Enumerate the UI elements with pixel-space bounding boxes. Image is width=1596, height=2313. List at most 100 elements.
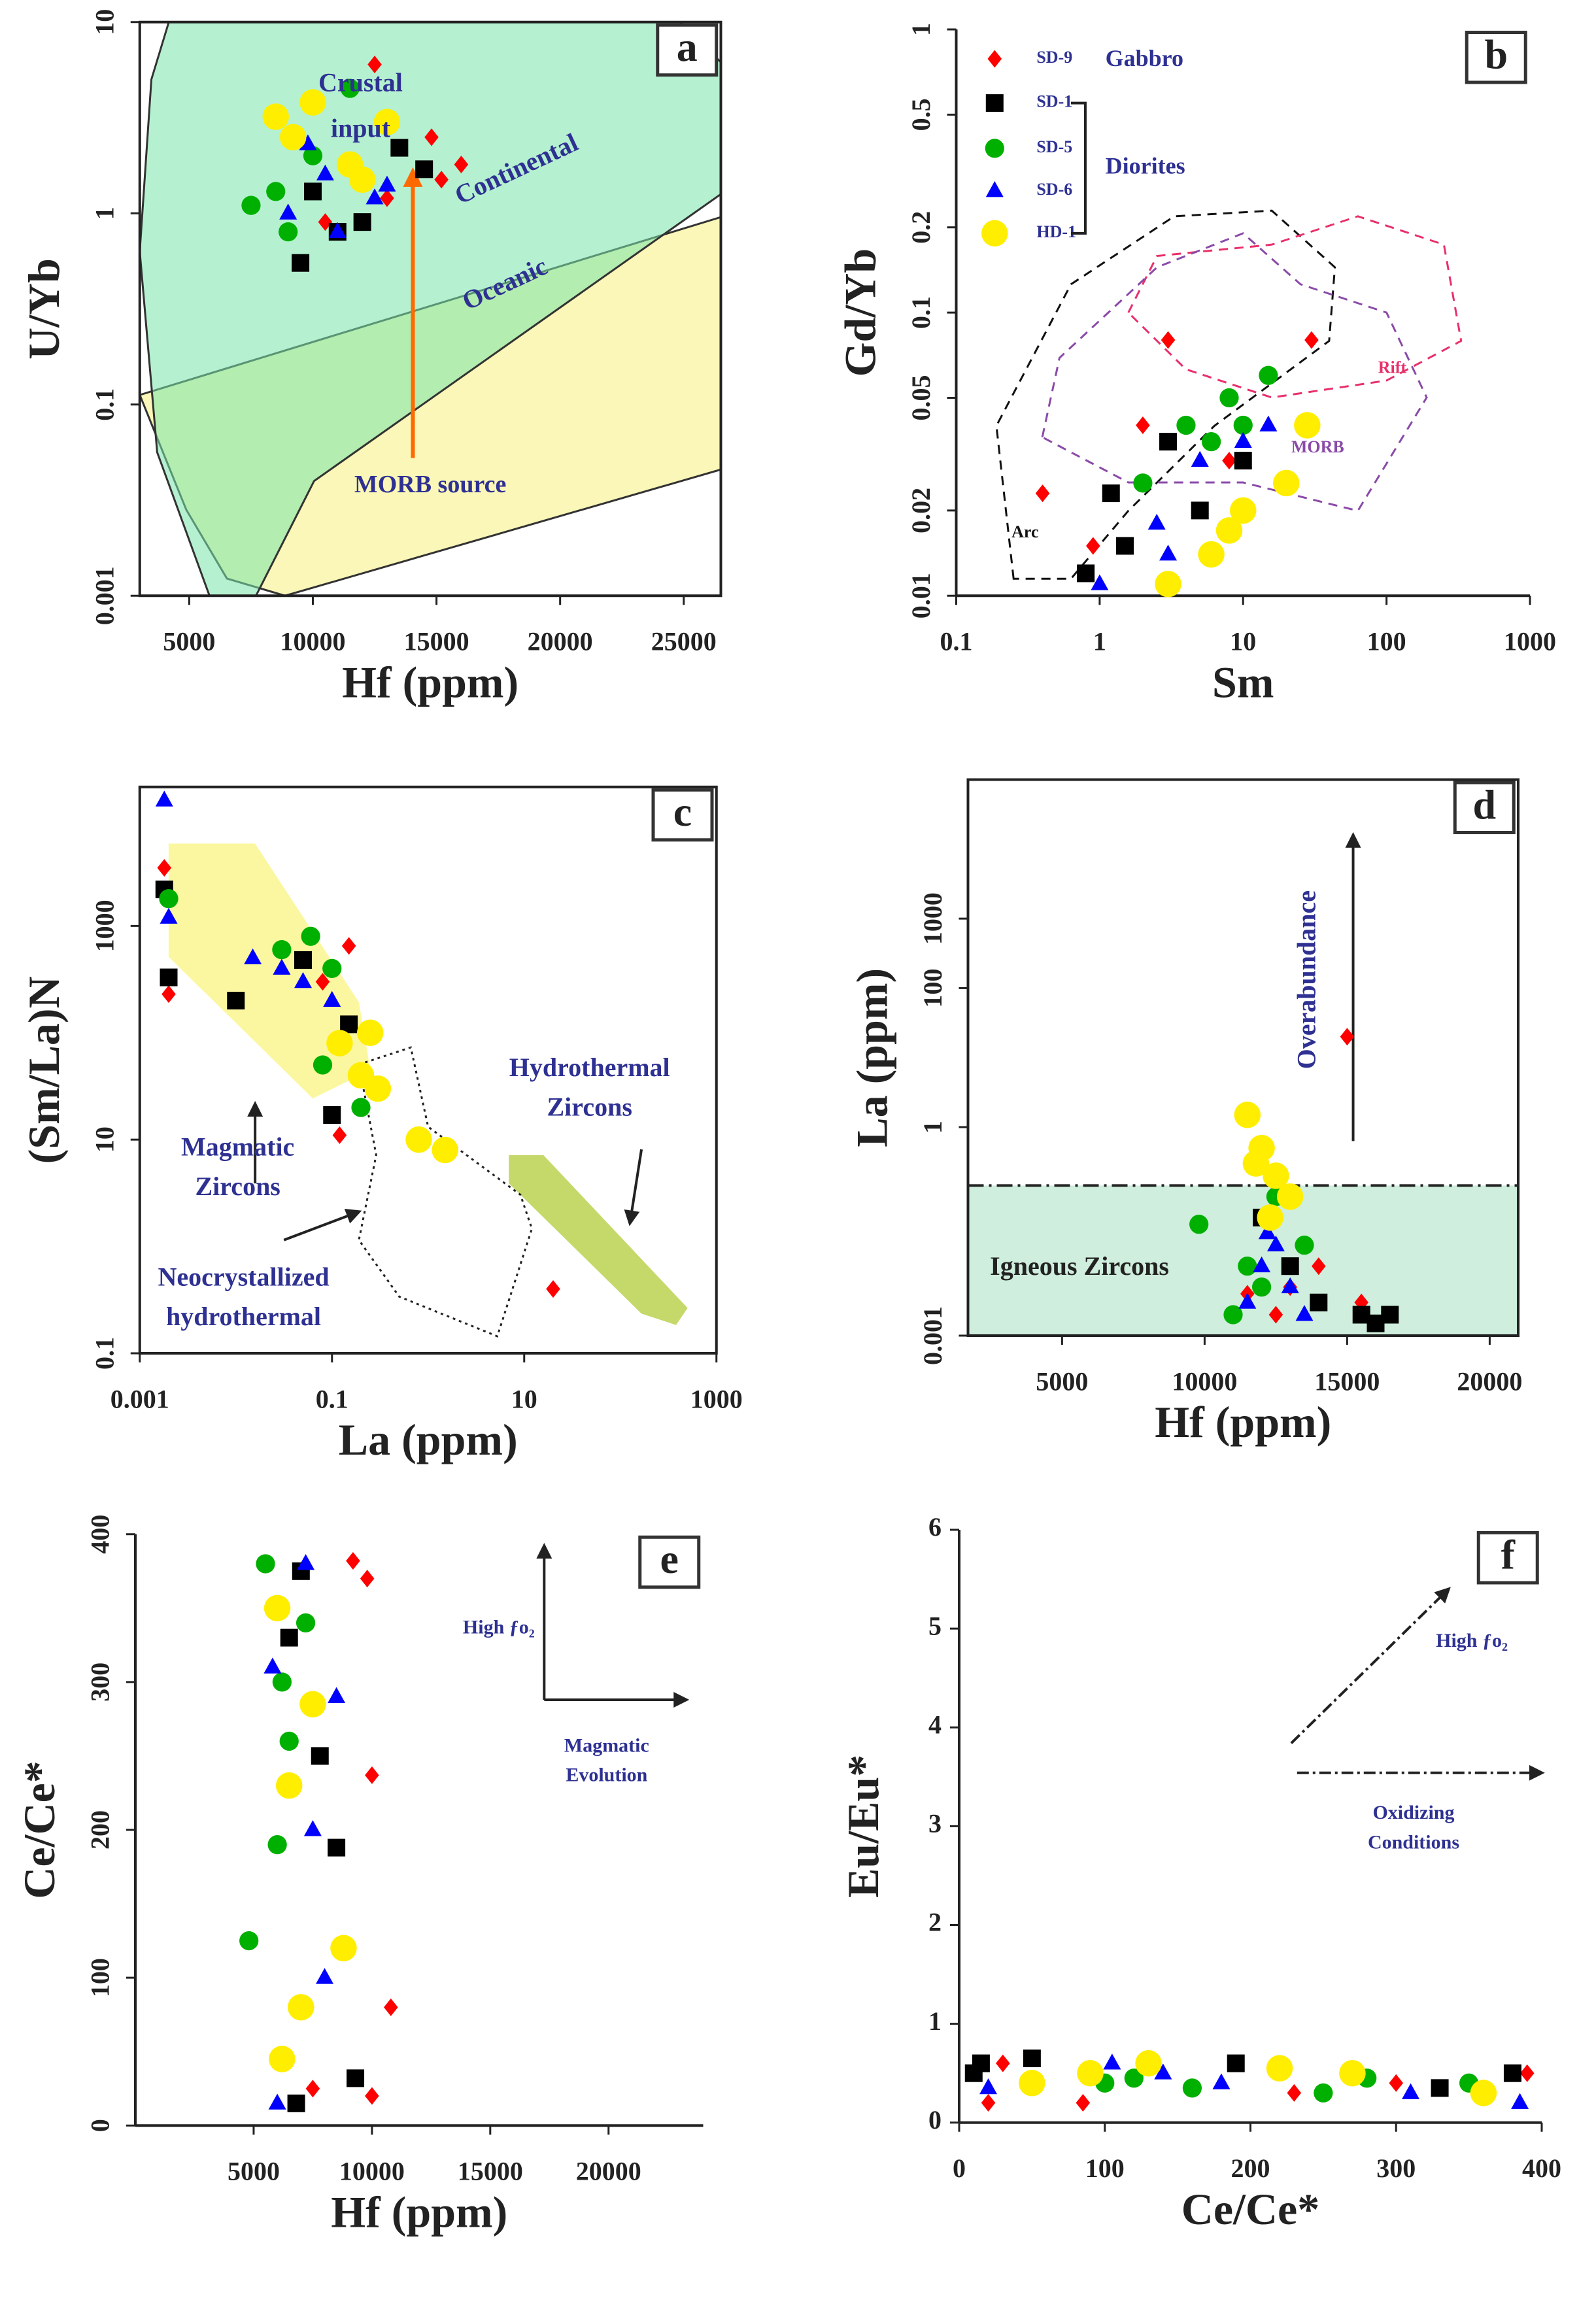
x-tick-label: 15000 — [404, 627, 469, 656]
marker-triangle — [297, 1554, 315, 1570]
marker-diamond — [434, 171, 449, 189]
marker-circle — [1230, 497, 1257, 524]
annotation: Rift — [1378, 358, 1407, 377]
marker-circle — [1189, 1215, 1209, 1234]
marker-diamond — [1287, 2084, 1302, 2102]
x-tick-label: 100 — [1367, 627, 1406, 656]
marker-circle — [1273, 469, 1300, 497]
marker-circle — [1133, 473, 1153, 493]
marker-triangle — [1511, 2093, 1529, 2109]
arrow — [283, 1208, 362, 1241]
marker-diamond — [161, 985, 176, 1004]
marker-circle — [1259, 365, 1278, 385]
x-tick-label: 5000 — [163, 627, 215, 656]
marker-circle — [272, 1672, 292, 1692]
marker-circle — [299, 89, 326, 116]
marker-circle — [1215, 517, 1243, 544]
x-tick-label: 10000 — [339, 2157, 405, 2186]
legend-marker — [985, 94, 1004, 112]
marker-circle — [405, 1126, 432, 1153]
annotation: hydrothermal — [166, 1302, 321, 1331]
plot-frame — [138, 785, 718, 1355]
region — [1127, 215, 1463, 399]
x-axis-title: Ce/Ce* — [1181, 2184, 1319, 2234]
panel-label: e — [660, 1536, 679, 1582]
marker-diamond — [315, 973, 330, 991]
marker-diamond — [1161, 331, 1176, 349]
region — [168, 843, 371, 1099]
y-tick-label: 0.1 — [90, 1337, 119, 1370]
marker-circle — [1238, 1257, 1257, 1276]
legend-marker — [981, 220, 1008, 247]
marker-circle — [1470, 2080, 1497, 2106]
annotation: Conditions — [1368, 1831, 1459, 1853]
x-tick-label: 25000 — [651, 627, 717, 656]
y-axis-title: Gd/Yb — [836, 248, 885, 377]
marker-circle — [1295, 1236, 1314, 1255]
x-axis-title: La (ppm) — [339, 1415, 518, 1464]
legend-label: SD-1 — [1036, 92, 1072, 111]
legend-label: SD-9 — [1036, 48, 1072, 67]
marker-circle — [1201, 431, 1221, 452]
panel-label-box — [1465, 31, 1527, 84]
annotation: Arc — [1011, 522, 1038, 541]
legend-marker — [985, 181, 1004, 197]
marker-diamond — [981, 2094, 996, 2112]
annotation: Evolution — [566, 1764, 647, 1785]
marker-circle — [299, 1691, 326, 1718]
marker-diamond — [367, 56, 382, 74]
marker-diamond — [424, 128, 439, 146]
marker-square — [1077, 564, 1095, 582]
marker-square — [1191, 501, 1209, 520]
marker-diamond — [546, 1280, 560, 1298]
marker-circle — [1257, 1204, 1283, 1231]
marker-circle — [1233, 415, 1253, 435]
marker-triangle — [1281, 1277, 1299, 1294]
marker-triangle — [378, 175, 396, 192]
y-tick-label: 1 — [918, 1121, 947, 1134]
y-tick-label: 0.1 — [906, 296, 936, 329]
marker-diamond — [332, 1126, 347, 1144]
annotation: High ƒo₂ — [463, 1616, 535, 1638]
x-tick-label: 0.1 — [316, 1384, 348, 1413]
x-tick-label: 10 — [511, 1384, 537, 1413]
y-tick-label: 3 — [928, 1809, 942, 1838]
marker-square — [328, 1838, 346, 1857]
marker-square — [353, 213, 371, 231]
y-tick-label: 100 — [918, 968, 947, 1007]
annotation: Magmatic — [181, 1132, 294, 1161]
marker-diamond — [157, 858, 172, 877]
marker-circle — [279, 1731, 299, 1751]
x-tick-label: 1 — [1093, 627, 1106, 656]
panel-label: d — [1472, 781, 1496, 828]
x-tick-label: 400 — [1522, 2153, 1561, 2183]
marker-diamond — [365, 2087, 379, 2105]
marker-triangle — [1103, 2053, 1121, 2070]
marker-diamond — [1136, 416, 1150, 434]
y-tick-label: 2 — [928, 1908, 942, 1937]
marker-square — [292, 254, 310, 272]
marker-triangle — [303, 1820, 322, 1836]
y-axis-title: (Sm/La)N — [19, 976, 69, 1164]
marker-circle — [239, 1931, 259, 1951]
marker-circle — [1314, 2083, 1333, 2103]
x-axis-title: Hf (ppm) — [342, 657, 518, 707]
marker-square — [280, 1629, 298, 1647]
annotation: MORB source — [354, 471, 507, 498]
region — [509, 1155, 688, 1325]
marker-diamond — [384, 1998, 398, 2016]
marker-triangle — [1258, 1223, 1276, 1240]
x-tick-label: 0.1 — [940, 627, 973, 656]
x-tick-label: 15000 — [458, 2157, 523, 2186]
annotation: Gabbro — [1106, 45, 1183, 71]
marker-diamond — [996, 2054, 1010, 2072]
x-tick-label: 10000 — [280, 627, 345, 656]
marker-diamond — [1222, 452, 1236, 470]
marker-diamond — [1304, 331, 1319, 349]
marker-diamond — [365, 1766, 379, 1784]
marker-circle — [241, 195, 261, 215]
marker-diamond — [1311, 1257, 1326, 1275]
x-tick-label: 1000 — [1504, 627, 1556, 656]
marker-triangle — [1191, 450, 1209, 467]
